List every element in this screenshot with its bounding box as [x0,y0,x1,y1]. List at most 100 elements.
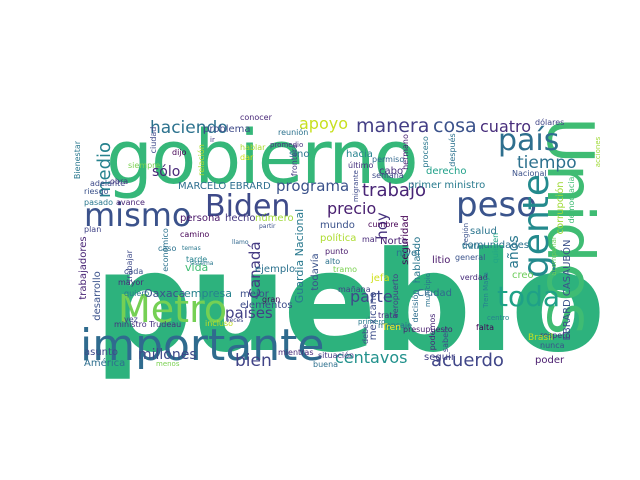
word: mientras [278,348,314,357]
word: situación [318,350,354,360]
word: permiso [372,155,404,164]
word: problema [203,124,251,135]
word: hoy [373,212,391,240]
word: América [84,357,125,369]
word: obra [110,177,128,186]
word: ministro Trudeau [114,320,181,329]
word: hablar [240,143,266,152]
word: falta [476,323,494,332]
word: plan [84,225,101,234]
word: seguridad [400,215,411,265]
word: dijo [172,148,187,157]
word: gobierno [106,115,417,201]
word: Tren [381,323,401,333]
word: elementos [240,300,293,311]
word: empresa [184,287,232,300]
word: quiero [124,289,149,298]
word: avance [116,198,145,207]
word: tiempo [517,153,577,173]
word: millones [138,347,197,363]
word: cada [124,267,143,276]
word: programa [276,177,349,195]
word: centro [487,314,509,322]
word: salud [470,226,497,237]
word: partir [259,223,276,230]
word: hacia [346,149,373,160]
word: trabajadores [78,236,89,299]
word: acuerdo [431,350,504,371]
word: mexicano [368,292,379,341]
word: buena [313,360,338,369]
word: asunto [84,347,118,358]
word: litio [432,255,450,266]
word: Canadá [246,241,264,298]
word: conocer [240,113,273,122]
word: ir [210,136,215,144]
word: Guardia Nacional [293,209,306,303]
word: apoyo [299,114,348,133]
word: promedio [270,141,303,149]
word: gente [516,174,557,278]
word: vez [124,315,138,324]
word: sólo [152,164,180,180]
word: proceso [421,136,430,168]
word: manera [356,115,429,137]
word: adelante [90,179,125,188]
word: parte [350,287,393,306]
word: caso [158,244,176,253]
word: mayor [118,278,144,287]
word: mal [362,235,377,244]
word: dar [240,153,254,162]
word: corrupción [554,181,566,234]
word: siempre [128,161,160,170]
word: EBRARD CASAUBÓN [560,240,573,341]
word: punto [325,247,348,256]
word: peso [456,185,537,225]
word: económico [160,228,170,272]
word: trata [378,311,397,320]
word: importante [80,320,324,371]
word: reunión [278,127,308,137]
word: región [462,223,470,245]
word: ciudad [149,127,158,154]
word: democracia [567,177,576,224]
word: temas [182,245,201,252]
word: veces [226,317,243,324]
word: comunidades [462,240,529,251]
word: primero [358,318,385,326]
word: podemos [428,314,437,351]
word: mensaje [378,321,412,330]
word: número [255,212,294,224]
word: acompañar [550,236,558,276]
word: mismo [84,196,191,234]
word: bien [235,351,272,371]
word: mejor [240,289,270,300]
word: poder [535,355,565,366]
word: debe [361,324,370,344]
word: país [498,123,559,158]
word: primer ministro [408,180,485,191]
word: persona [180,213,220,224]
word: acciones [594,136,602,167]
word: migrante [352,170,360,202]
word: sino [289,149,309,160]
word: creo [512,270,534,281]
word: nivel [396,248,420,259]
word: vida [185,261,208,274]
word: saben [441,328,450,352]
word: quieren [491,233,500,263]
word: semana [372,171,404,180]
word: decisión [410,290,420,323]
word: trabajar [125,249,134,281]
word: hermano [401,134,410,170]
word: mundo [320,220,355,231]
word: menos [156,360,180,368]
word: toda [497,280,560,313]
word: Bienestar [73,140,82,179]
word: tratar [462,242,485,251]
word: frontera [290,144,299,176]
word: hablando [412,237,423,284]
word: jefa [370,273,390,284]
word: países [225,304,273,322]
